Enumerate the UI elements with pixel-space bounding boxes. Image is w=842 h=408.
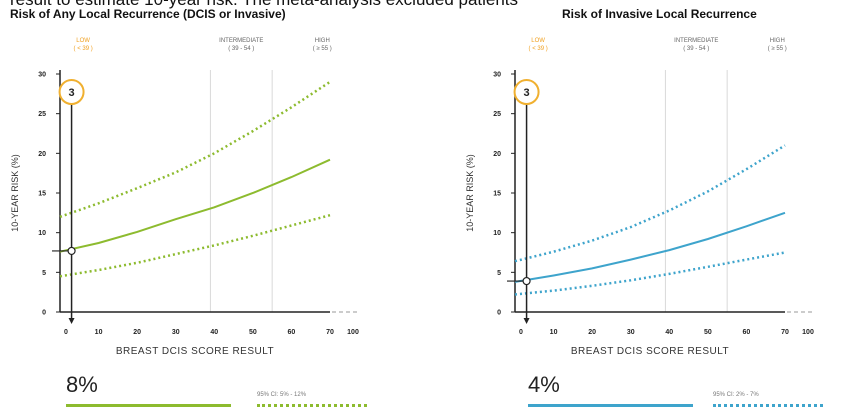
y-tick-label: 20 [493, 151, 501, 158]
zone-label-name: INTERMEDIATE [674, 38, 718, 44]
y-tick-label: 30 [38, 72, 46, 79]
series-lower-ci [514, 251, 786, 296]
y-tick-label: 15 [38, 191, 46, 198]
legend-dotted-line [257, 404, 367, 407]
ci-label: 95% CI: 5% - 12% [257, 392, 307, 398]
marker-score-circle [513, 79, 540, 105]
y-tick-label: 10 [493, 230, 501, 237]
x-tick-label: 100 [347, 329, 359, 336]
result-percent: 4% [528, 372, 560, 397]
y-tick-label: 5 [497, 270, 501, 277]
y-tick-label: 0 [497, 310, 501, 317]
y-axis-label: 10-YEAR RISK (%) [465, 154, 475, 232]
chart-title-invasive-recurrence: Risk of Invasive Local Recurrence [562, 7, 757, 21]
marker-score-circle [58, 79, 85, 105]
x-tick-label: 50 [249, 329, 257, 336]
marker-arrow [68, 318, 75, 324]
x-tick-label: 20 [133, 329, 141, 336]
series-upper-ci [514, 144, 786, 263]
x-tick-label: 70 [326, 329, 334, 336]
y-tick-label: 20 [38, 151, 46, 158]
zone-label-range: ( ≥ 55 ) [313, 46, 332, 52]
ci-label: 95% CI: 2% - 7% [713, 392, 759, 398]
y-tick-label: 25 [493, 111, 501, 118]
zone-label-name: LOW [76, 38, 90, 44]
x-tick-label: 60 [288, 329, 296, 336]
series-estimate [59, 158, 331, 253]
zone-label-range: ( < 39 ) [529, 46, 548, 52]
zone-label-name: HIGH [770, 38, 785, 44]
marker-point [522, 276, 531, 286]
x-tick-label: 10 [550, 329, 558, 336]
x-tick-label: 40 [210, 329, 218, 336]
zone-label-range: ( 39 - 54 ) [683, 46, 709, 52]
x-tick-label: 50 [704, 329, 712, 336]
legend-solid-line [66, 404, 231, 407]
y-tick-label: 30 [493, 72, 501, 79]
result-percent: 8% [66, 372, 98, 397]
y-axis-label: 10-YEAR RISK (%) [10, 154, 20, 232]
x-axis-label: BREAST DCIS SCORE RESULT [571, 346, 729, 357]
series-upper-ci [59, 80, 331, 218]
zone-label-name: LOW [531, 38, 545, 44]
chart-any-recurrence: LOW ( < 39 ) INTERMEDIATE ( 39 - 54 ) HIGH ( … [10, 38, 360, 357]
x-tick-label: 60 [743, 329, 751, 336]
marker-arrow [523, 318, 530, 324]
y-tick-label: 15 [493, 191, 501, 198]
marker-score-label: 3 [69, 87, 75, 99]
x-tick-label: 40 [665, 329, 673, 336]
y-tick-label: 10 [38, 230, 46, 237]
zone-label-range: ( < 39 ) [74, 46, 93, 52]
x-tick-label: 10 [95, 329, 103, 336]
x-tick-label: 0 [64, 329, 68, 336]
zone-label-range: ( ≥ 55 ) [768, 46, 787, 52]
zone-label-range: ( 39 - 54 ) [228, 46, 254, 52]
zone-label-name: INTERMEDIATE [219, 38, 263, 44]
series-estimate [514, 211, 786, 283]
cutoff-body-text: result to estimate 10-year risk. The met… [10, 0, 518, 10]
marker-score-label: 3 [524, 87, 530, 99]
legend-dotted-line [713, 404, 823, 407]
y-tick-label: 25 [38, 111, 46, 118]
x-tick-label: 30 [172, 329, 180, 336]
series-lower-ci [59, 213, 331, 278]
x-tick-label: 30 [627, 329, 635, 336]
x-axis-label: BREAST DCIS SCORE RESULT [116, 346, 274, 357]
zone-label-name: HIGH [315, 38, 330, 44]
y-tick-label: 5 [42, 270, 46, 277]
x-tick-label: 100 [802, 329, 814, 336]
chart-title-any-recurrence: Risk of Any Local Recurrence (DCIS or In… [10, 7, 286, 21]
marker-point [67, 246, 76, 256]
legend-solid-line [528, 404, 693, 407]
x-tick-label: 0 [519, 329, 523, 336]
x-tick-label: 70 [781, 329, 789, 336]
chart-invasive-recurrence: LOW ( < 39 ) INTERMEDIATE ( 39 - 54 ) HIGH ( … [465, 38, 815, 357]
x-tick-label: 20 [588, 329, 596, 336]
y-tick-label: 0 [42, 310, 46, 317]
